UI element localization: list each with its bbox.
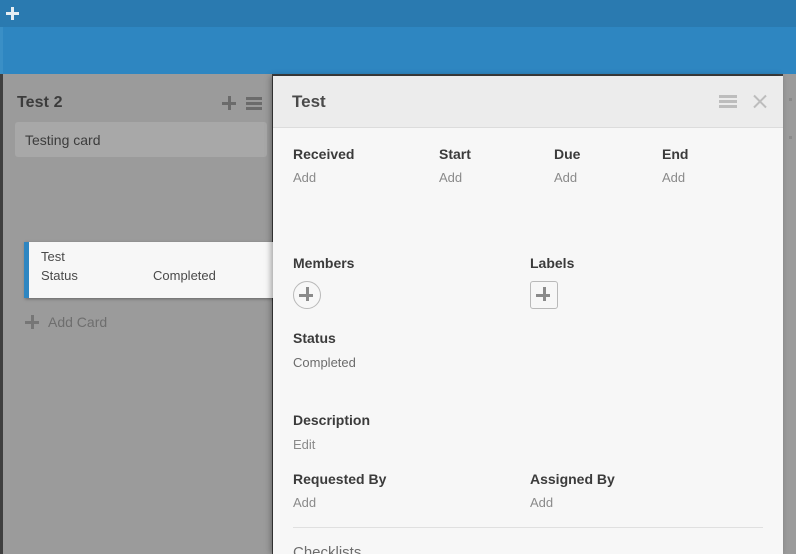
field-status-value[interactable]: Completed	[293, 355, 356, 370]
field-due-add[interactable]: Add	[554, 170, 578, 185]
members-labels-row: Members Labels	[273, 255, 783, 315]
field-requested-by-add[interactable]: Add	[293, 495, 317, 510]
field-received: Received Add	[293, 146, 354, 185]
section-divider	[293, 527, 763, 528]
top-toolbar	[0, 0, 796, 27]
field-received-label: Received	[293, 146, 355, 162]
field-assigned-by-add[interactable]: Add	[530, 495, 554, 510]
field-start-label: Start	[439, 146, 471, 162]
section-checklists: Checklists Add Checklist...	[293, 544, 404, 554]
field-status-label: Status	[293, 330, 336, 346]
field-received-add[interactable]: Add	[293, 170, 317, 185]
list-header-actions	[222, 96, 262, 110]
add-card-label: Add Card	[48, 314, 108, 330]
field-start: Start Add	[439, 146, 471, 185]
field-members-label: Members	[293, 255, 355, 271]
checklists-label: Checklists	[293, 544, 362, 554]
field-due: Due Add	[554, 146, 580, 185]
hamburger-line	[246, 106, 262, 110]
field-members: Members	[293, 255, 354, 309]
field-description: Description Edit	[293, 412, 370, 452]
field-requested-by: Requested By Add	[293, 471, 386, 510]
next-list-plus-icon[interactable]	[789, 98, 792, 101]
list-title: Test 2	[17, 94, 63, 111]
hamburger-line	[719, 99, 737, 103]
add-member-plus-icon[interactable]	[293, 281, 321, 309]
field-description-label: Description	[293, 412, 371, 428]
field-requested-by-label: Requested By	[293, 471, 387, 487]
list-header: Test 2	[3, 74, 272, 120]
hamburger-line	[246, 101, 262, 105]
field-labels: Labels	[530, 255, 574, 309]
card-test[interactable]: Test Status Completed	[24, 242, 284, 298]
field-start-add[interactable]: Add	[439, 170, 463, 185]
field-labels-label: Labels	[530, 255, 575, 271]
field-due-label: Due	[554, 146, 581, 162]
new-card-input-wrapper	[15, 122, 267, 157]
add-label-plus-icon[interactable]	[530, 281, 558, 309]
next-list-column[interactable]	[783, 74, 796, 554]
new-card-title-input[interactable]	[15, 122, 267, 157]
hamburger-line	[719, 104, 737, 108]
add-card-plus-icon	[25, 315, 39, 329]
field-end-label: End	[662, 146, 689, 162]
field-end-add[interactable]: Add	[662, 170, 686, 185]
board-header-bar	[0, 27, 796, 74]
add-card-button[interactable]: Add Card	[25, 314, 107, 330]
add-board-plus-icon[interactable]	[5, 6, 20, 21]
card-detail-close-icon[interactable]	[753, 94, 767, 108]
field-description-edit[interactable]: Edit	[293, 437, 316, 452]
list-column-test-2: Test 2 Test Status Completed Add Card	[3, 74, 284, 554]
list-add-card-icon[interactable]	[222, 96, 236, 110]
field-end: End Add	[662, 146, 688, 185]
next-list-card-edge	[789, 136, 792, 139]
date-fields-row: Received Add Start Add Due Add End Add	[273, 146, 783, 194]
hamburger-line	[719, 94, 737, 98]
card-detail-panel: Test Received Add Start Add	[273, 76, 783, 554]
field-assigned-by-label: Assigned By	[530, 471, 615, 487]
field-status: Status Completed	[293, 330, 356, 370]
field-assigned-by: Assigned By Add	[530, 471, 615, 510]
card-title: Test	[41, 249, 65, 264]
card-detail-header-actions	[719, 94, 767, 108]
list-menu-icon[interactable]	[246, 96, 262, 110]
card-status-value: Completed	[153, 268, 216, 283]
card-status-label: Status	[41, 268, 78, 283]
card-detail-menu-icon[interactable]	[719, 94, 737, 108]
card-detail-header: Test	[273, 76, 783, 128]
board-header-bar-edge	[0, 27, 3, 74]
hamburger-line	[246, 96, 262, 100]
card-detail-title: Test	[292, 92, 326, 111]
